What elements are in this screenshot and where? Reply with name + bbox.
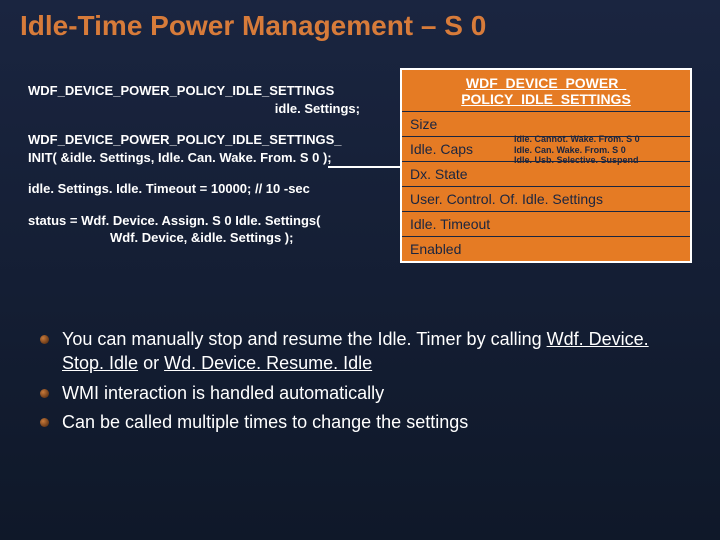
bullet-1-text-mid: or	[138, 353, 164, 373]
struct-title-line1: WDF_DEVICE_POWER_	[466, 75, 626, 91]
struct-row-idlecaps: Idle. Caps Idle. Cannot. Wake. From. S 0…	[402, 136, 690, 161]
struct-row-enabled: Enabled	[402, 236, 690, 261]
enum-line-1: Idle. Cannot. Wake. From. S 0	[514, 134, 640, 144]
code-line-3: idle. Settings. Idle. Timeout = 10000; /…	[28, 180, 390, 198]
bullet-2-text: WMI interaction is handled automatically	[62, 383, 384, 403]
code-line-2b: INIT( &idle. Settings, Idle. Can. Wake. …	[28, 149, 390, 167]
code-line-4a: status = Wdf. Device. Assign. S 0 Idle. …	[28, 212, 390, 230]
code-line-1b: idle. Settings;	[28, 100, 390, 118]
struct-box: WDF_DEVICE_POWER_ POLICY_IDLE_SETTINGS S…	[400, 68, 692, 263]
bullet-item-3: Can be called multiple times to change t…	[40, 411, 680, 435]
struct-row-size: Size	[402, 111, 690, 136]
bullet-1-text-pre: You can manually stop and resume the Idl…	[62, 329, 547, 349]
bullet-3-text: Can be called multiple times to change t…	[62, 412, 468, 432]
bullet-item-1: You can manually stop and resume the Idl…	[40, 328, 680, 376]
struct-row-idletimeout: Idle. Timeout	[402, 211, 690, 236]
bullet-marker-icon	[40, 335, 49, 344]
struct-row-idlecaps-label: Idle. Caps	[410, 141, 473, 157]
bullet-marker-icon	[40, 418, 49, 427]
code-line-4b: Wdf. Device, &idle. Settings );	[28, 229, 390, 247]
struct-title-line2: POLICY_IDLE_SETTINGS	[461, 91, 631, 107]
code-block: WDF_DEVICE_POWER_POLICY_IDLE_SETTINGS id…	[28, 82, 390, 261]
bullet-marker-icon	[40, 389, 49, 398]
code-line-2a: WDF_DEVICE_POWER_POLICY_IDLE_SETTINGS_	[28, 131, 390, 149]
struct-row-dxstate: Dx. State	[402, 161, 690, 186]
enum-line-2: Idle. Can. Wake. From. S 0	[514, 145, 640, 155]
bullet-1-link-2: Wd. Device. Resume. Idle	[164, 353, 372, 373]
struct-row-usercontrol: User. Control. Of. Idle. Settings	[402, 186, 690, 211]
code-line-1a: WDF_DEVICE_POWER_POLICY_IDLE_SETTINGS	[28, 82, 390, 100]
struct-title: WDF_DEVICE_POWER_ POLICY_IDLE_SETTINGS	[402, 70, 690, 111]
bullet-item-2: WMI interaction is handled automatically	[40, 382, 680, 406]
bullet-list: You can manually stop and resume the Idl…	[40, 328, 680, 441]
slide-title: Idle-Time Power Management – S 0	[20, 10, 486, 42]
